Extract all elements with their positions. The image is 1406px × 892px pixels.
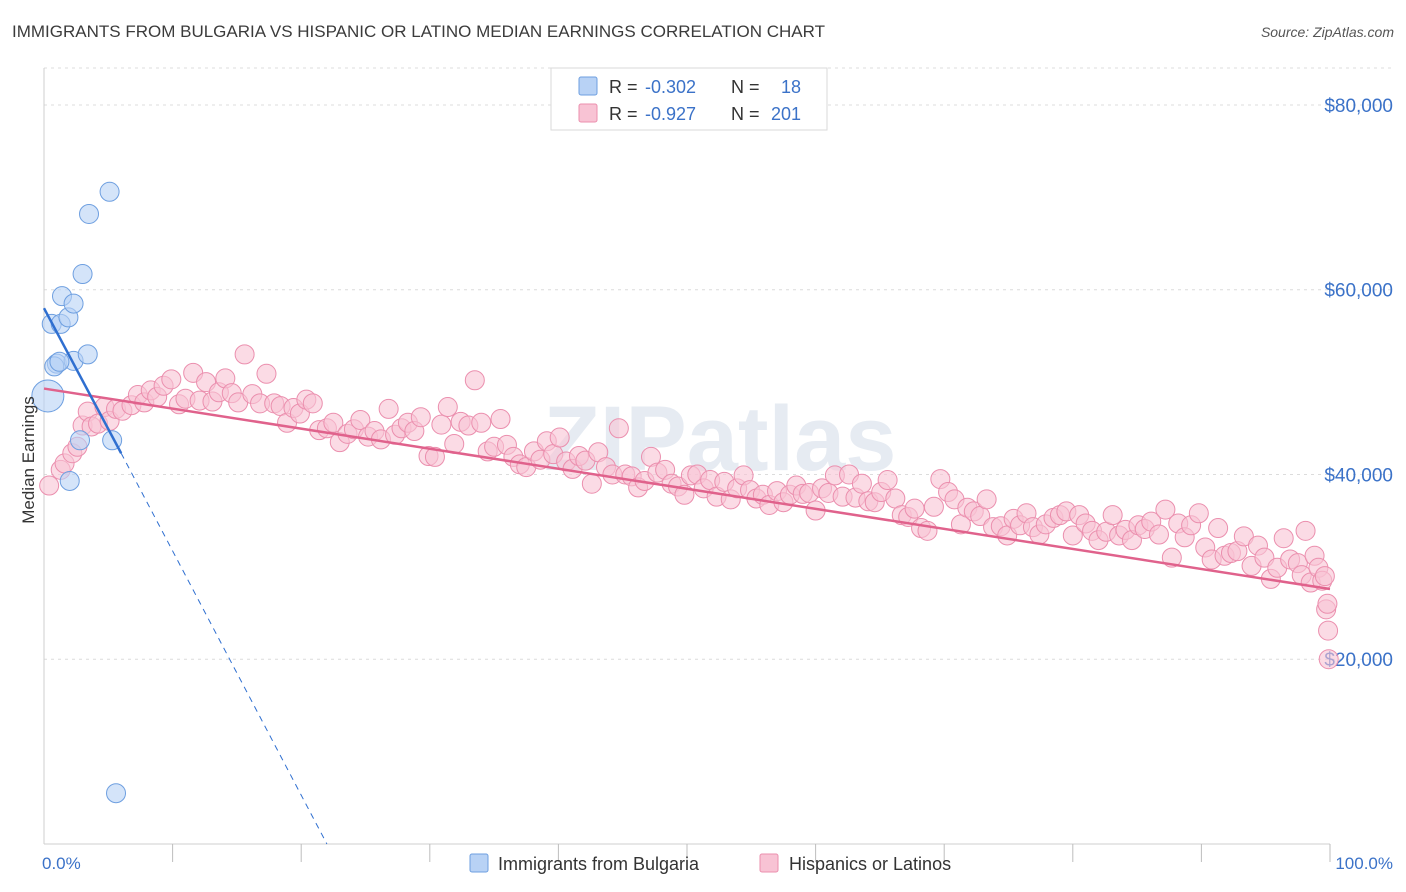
data-point: [106, 783, 127, 804]
data-point: [350, 409, 371, 430]
series-legend-swatch-pink: [759, 853, 779, 873]
data-point: [904, 498, 925, 519]
stats-n-label-pink: N =: [731, 104, 760, 124]
y-tick-label: $60,000: [1324, 281, 1393, 302]
stats-r-label-pink: R =: [609, 104, 638, 124]
series-legend-label-blue: Immigrants from Bulgaria: [498, 854, 700, 874]
stats-legend-swatch-blue: [578, 76, 598, 96]
data-point: [851, 473, 872, 494]
data-point: [378, 398, 399, 419]
data-point: [63, 293, 84, 314]
data-point: [79, 203, 100, 224]
data-point: [424, 446, 445, 467]
data-point: [234, 344, 255, 365]
data-point: [1102, 505, 1123, 526]
trend-line-hispanics: [43, 387, 1331, 591]
data-point: [464, 370, 485, 391]
data-point: [70, 430, 91, 451]
chart-title: IMMIGRANTS FROM BULGARIA VS HISPANIC OR …: [12, 22, 825, 41]
data-point: [161, 369, 182, 390]
series-legend-label-pink: Hispanics or Latinos: [789, 854, 951, 874]
stats-r-value-blue: -0.302: [645, 77, 696, 97]
series-legend: Immigrants from Bulgaria Hispanics or La…: [469, 853, 951, 874]
data-point: [1188, 503, 1209, 524]
x-tick-label-min: 0.0%: [42, 854, 81, 873]
data-point: [877, 470, 898, 491]
data-point: [431, 414, 452, 435]
stats-r-label-blue: R =: [609, 77, 638, 97]
data-point: [1148, 524, 1169, 545]
stats-legend: R = -0.302 N = 18 R = -0.927 N = 201: [550, 67, 828, 131]
data-point: [410, 407, 431, 428]
x-tick-label-max: 100.0%: [1335, 854, 1393, 873]
series-hispanics-or-latinos: [39, 344, 1339, 670]
y-tick-label: $40,000: [1324, 465, 1393, 486]
trend-line-bulgaria-extension: [120, 452, 328, 845]
series-legend-swatch-blue: [469, 853, 489, 873]
stats-n-value-blue: 18: [781, 77, 801, 97]
stats-legend-swatch-pink: [578, 103, 598, 123]
stats-n-label-blue: N =: [731, 77, 760, 97]
data-point: [1317, 593, 1338, 614]
data-point: [72, 264, 93, 285]
data-point: [323, 412, 344, 433]
chart-source: Source: ZipAtlas.com: [1260, 24, 1394, 40]
y-tick-label: $80,000: [1324, 96, 1393, 117]
data-point: [976, 489, 997, 510]
data-point: [437, 397, 458, 418]
data-point: [1273, 528, 1294, 549]
data-point: [99, 181, 120, 202]
data-point: [490, 409, 511, 430]
data-point: [59, 470, 80, 491]
data-point: [77, 344, 98, 365]
data-point: [1062, 525, 1083, 546]
stats-r-value-pink: -0.927: [645, 104, 696, 124]
data-point: [1318, 620, 1339, 641]
data-point: [1155, 499, 1176, 520]
y-axis-label: Median Earnings: [19, 396, 38, 524]
data-point: [1295, 520, 1316, 541]
data-point: [581, 473, 602, 494]
y-tick-label: $20,000: [1324, 650, 1393, 671]
y-tick-labels: $20,000 $40,000 $60,000 $80,000: [1324, 96, 1393, 671]
data-point: [1318, 649, 1339, 670]
trend-line-bulgaria: [42, 307, 123, 454]
data-point: [31, 379, 65, 413]
data-point: [49, 351, 70, 372]
data-point: [256, 363, 277, 384]
x-ticks: [172, 844, 1331, 862]
trend-lines: [42, 307, 1331, 845]
data-point: [923, 496, 944, 517]
data-point: [549, 427, 570, 448]
series-immigrants-from-bulgaria: [31, 181, 127, 804]
stats-n-value-pink: 201: [771, 104, 801, 124]
data-point: [1314, 566, 1335, 587]
data-point: [1208, 518, 1229, 539]
data-point: [302, 393, 323, 414]
data-point: [471, 412, 492, 433]
data-point: [608, 418, 629, 439]
data-point: [1233, 526, 1254, 547]
data-point: [39, 475, 60, 496]
